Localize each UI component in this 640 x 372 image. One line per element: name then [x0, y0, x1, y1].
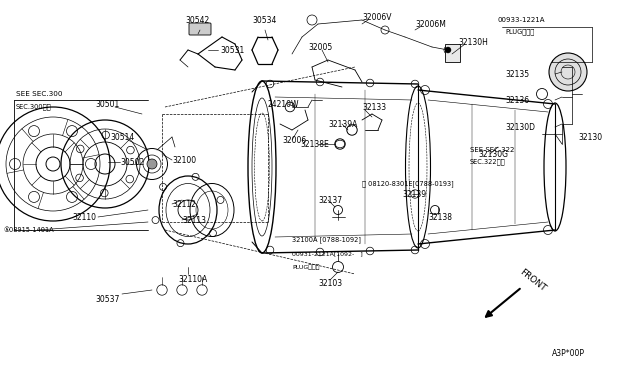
Text: 32112: 32112 [172, 199, 196, 208]
Circle shape [333, 262, 344, 273]
Text: 30531: 30531 [220, 45, 244, 55]
Text: ⑤08915-1401A: ⑤08915-1401A [3, 227, 54, 233]
Circle shape [549, 53, 587, 91]
Text: 32130G: 32130G [478, 150, 508, 158]
Text: 32130: 32130 [578, 132, 602, 141]
Text: 32006: 32006 [282, 135, 307, 144]
Text: 30501: 30501 [95, 99, 119, 109]
Text: SEC.300参照: SEC.300参照 [16, 104, 52, 110]
Text: 32138: 32138 [428, 212, 452, 221]
Text: 32135: 32135 [505, 70, 529, 78]
Text: A3P*00P: A3P*00P [552, 350, 585, 359]
Text: 32136: 32136 [505, 96, 529, 105]
Text: 32110A: 32110A [178, 276, 207, 285]
Text: FRONT: FRONT [518, 267, 548, 293]
Text: 30542: 30542 [185, 16, 209, 25]
Text: 24210W: 24210W [268, 99, 300, 109]
Text: 32006M: 32006M [415, 19, 446, 29]
Text: 00931-2121A[1092-   ]: 00931-2121A[1092- ] [292, 251, 363, 257]
Text: 32133: 32133 [362, 103, 386, 112]
Text: 32100: 32100 [172, 155, 196, 164]
Text: 32006V: 32006V [362, 13, 392, 22]
Text: 32130H: 32130H [458, 38, 488, 46]
Text: 32137: 32137 [318, 196, 342, 205]
FancyBboxPatch shape [189, 23, 211, 35]
Text: SEC.322参照: SEC.322参照 [470, 159, 506, 165]
Text: 00933-1221A: 00933-1221A [498, 17, 545, 23]
Text: 30534: 30534 [252, 16, 276, 25]
Text: 32110: 32110 [72, 212, 96, 221]
Text: 32113: 32113 [182, 215, 206, 224]
Text: 32100A [0788-1092]: 32100A [0788-1092] [292, 237, 361, 243]
Text: PLUGプラグ: PLUGプラグ [292, 264, 319, 270]
Text: 32138E: 32138E [300, 140, 329, 148]
Circle shape [536, 89, 547, 99]
Text: PLUGプラグ: PLUGプラグ [505, 29, 534, 35]
Text: 32139: 32139 [402, 189, 426, 199]
Circle shape [445, 47, 451, 53]
Text: 30537: 30537 [95, 295, 120, 305]
Text: SEE SEC.300: SEE SEC.300 [16, 91, 63, 97]
Bar [445, 44, 460, 62]
Text: SEE SEC.322: SEE SEC.322 [470, 147, 515, 153]
Text: 32139A: 32139A [328, 119, 357, 128]
Text: 32005: 32005 [308, 42, 332, 51]
Text: 30514: 30514 [110, 132, 134, 141]
Text: 32130D: 32130D [505, 122, 535, 131]
Circle shape [147, 159, 157, 169]
Text: 32103: 32103 [318, 279, 342, 289]
Text: Ⓑ 08120-8301E[0788-0193]: Ⓑ 08120-8301E[0788-0193] [362, 181, 454, 187]
Text: 30502: 30502 [120, 157, 144, 167]
